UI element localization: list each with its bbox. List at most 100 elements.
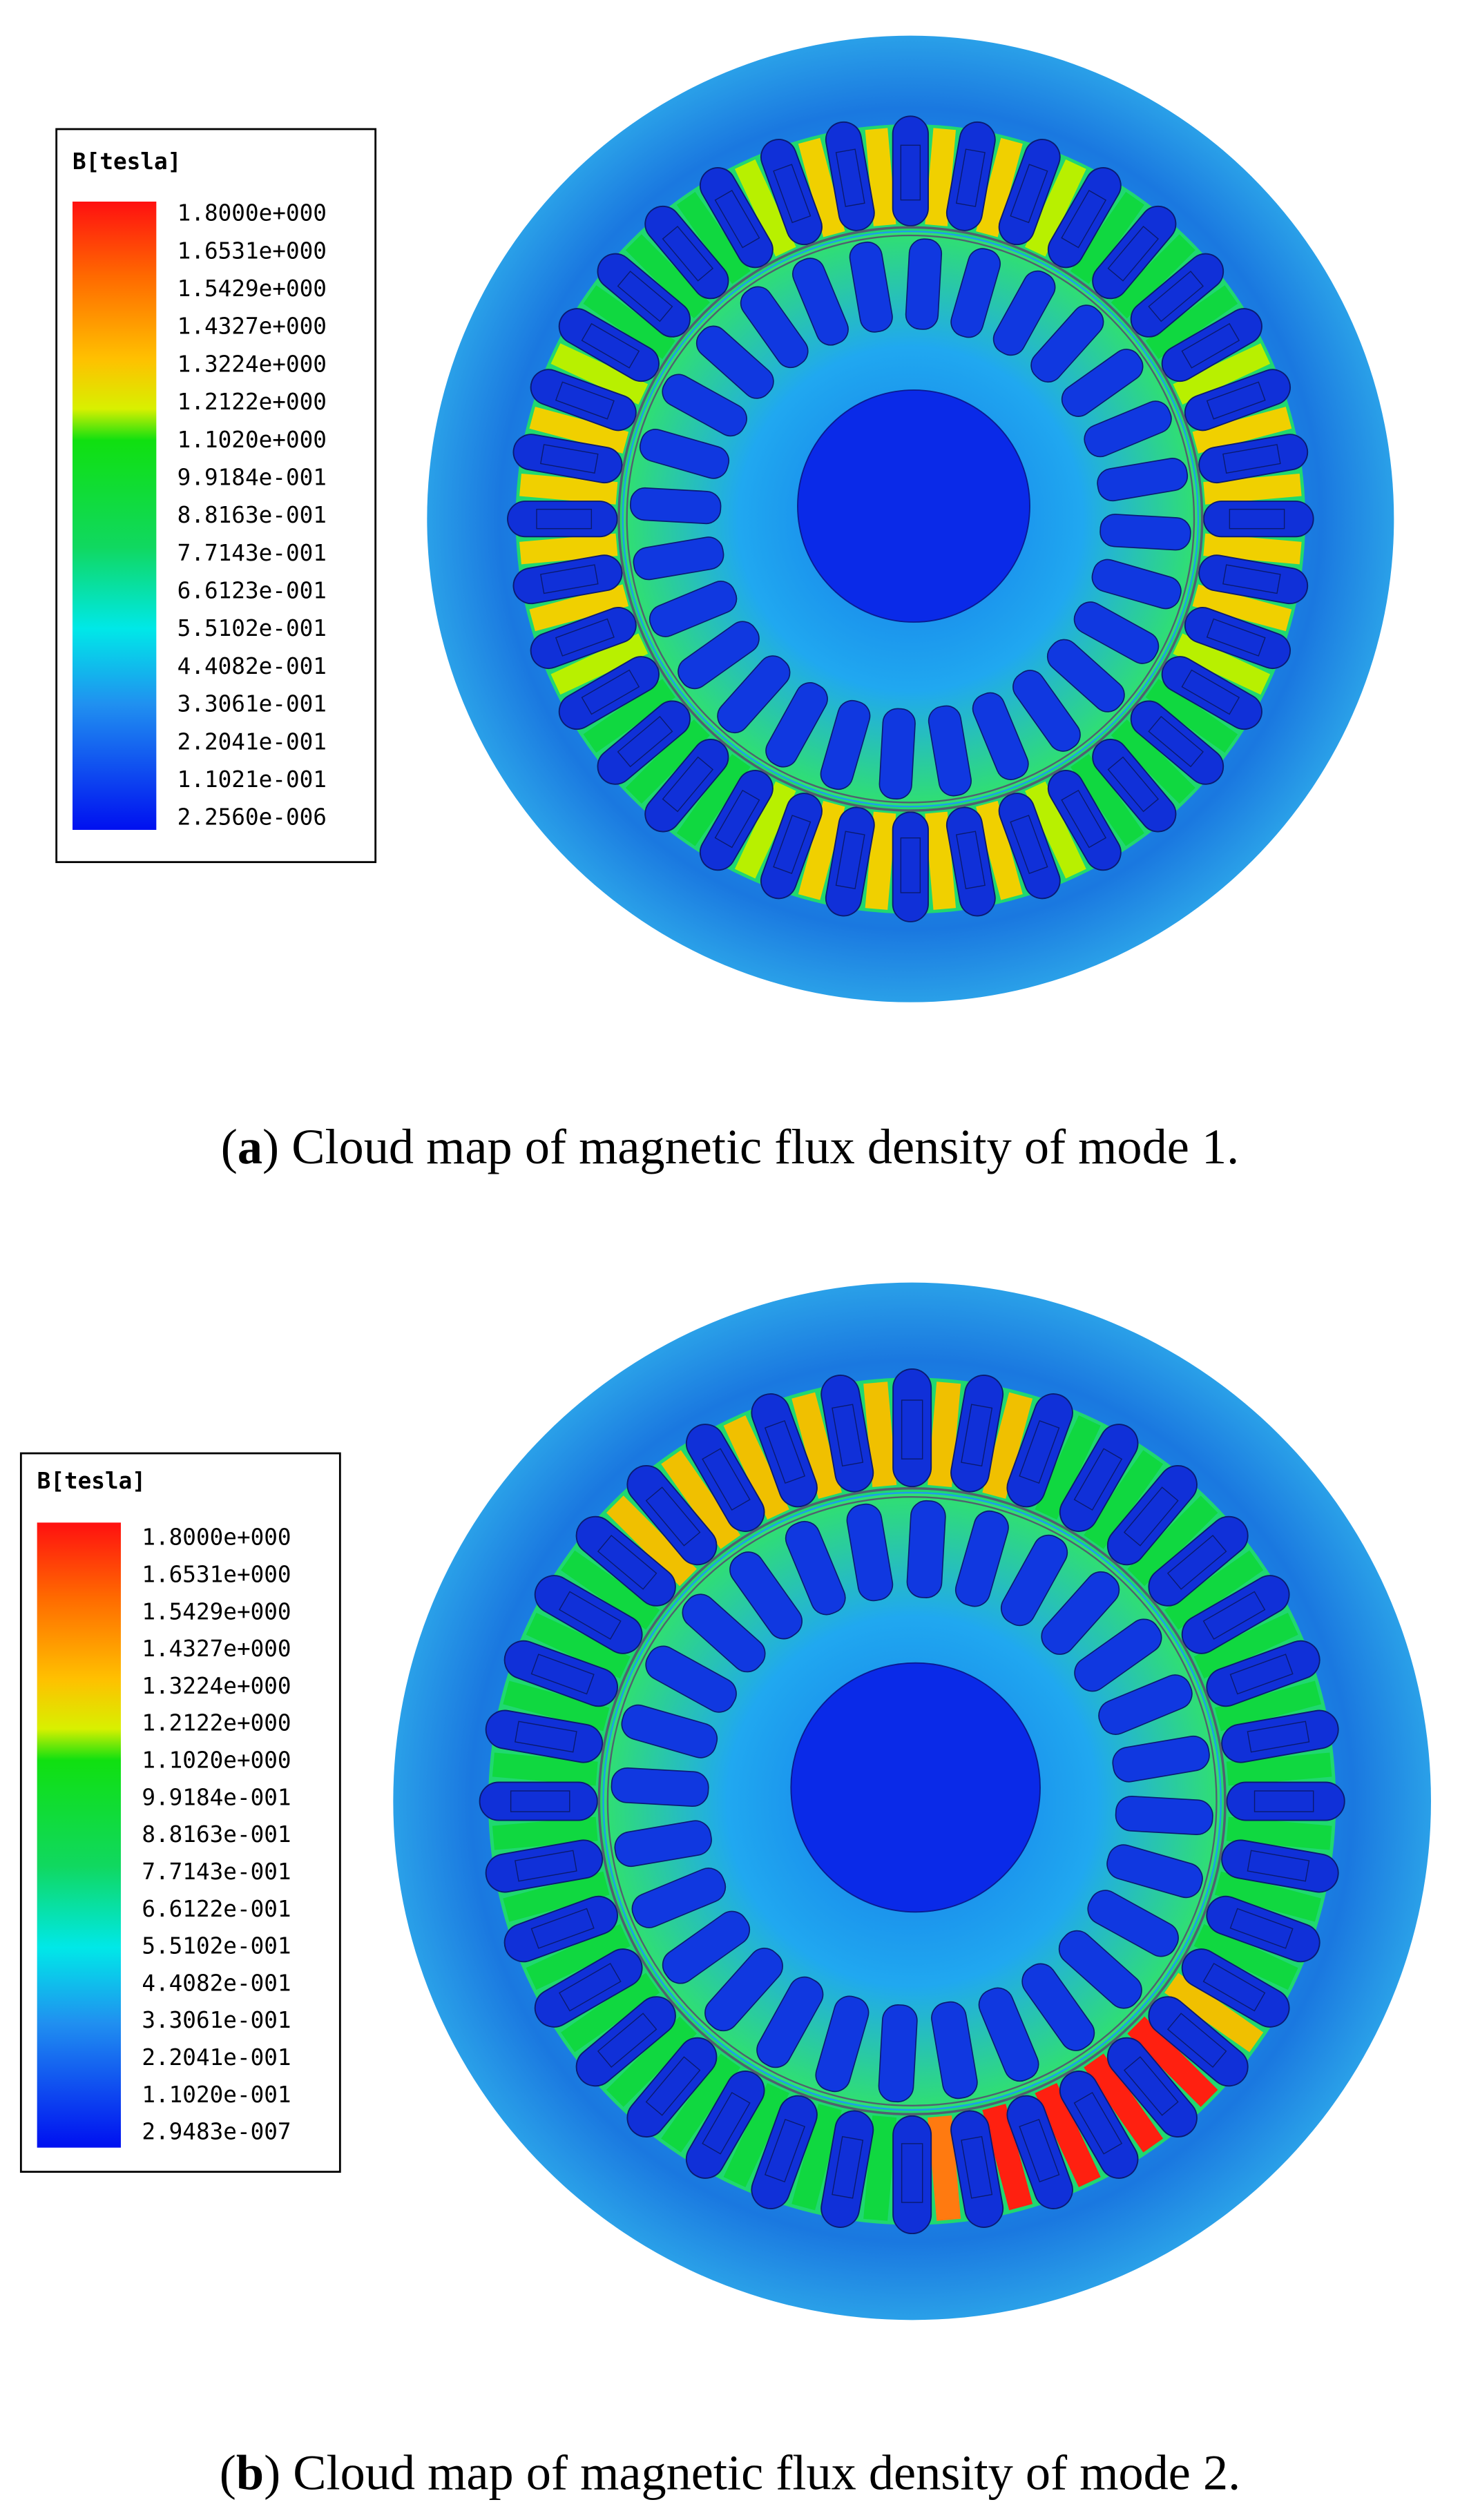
rotor-slot: [756, 1976, 824, 2068]
rotor-slot: [662, 1910, 751, 1984]
legend-label: 6.6122e-001: [142, 1896, 291, 1922]
legend-label: 9.9184e-001: [177, 464, 327, 490]
winding: [662, 225, 714, 282]
winding: [581, 669, 640, 715]
legend-label: 8.8163e-001: [142, 1821, 291, 1848]
caption: (a) Cloud map of magnetic flux density o…: [221, 1119, 1239, 1174]
stator-tooth: [1070, 754, 1144, 846]
winding: [530, 1654, 595, 1695]
rotor-slot: [631, 1868, 727, 1928]
winding: [714, 189, 760, 249]
rotor-slot: [717, 655, 791, 734]
stator-tooth: [798, 137, 845, 238]
color-scale: [73, 202, 157, 830]
stator-slot: [626, 1464, 718, 1566]
stator-tooth: [606, 1495, 697, 1587]
legend-label: 1.4327e+000: [142, 1636, 291, 1662]
rotor-slot: [815, 1995, 870, 2093]
color-scale: [37, 1522, 121, 2148]
stator-tooth: [526, 1612, 631, 1679]
stator-tooth: [661, 1450, 741, 1549]
winding: [559, 1962, 622, 2012]
stator-tooth: [1035, 1415, 1101, 1520]
stator-slot: [751, 1393, 818, 1508]
rotor-slot: [1030, 304, 1104, 383]
winding: [1206, 618, 1266, 657]
winding: [581, 322, 640, 369]
winding: [559, 1591, 622, 1640]
stator-slot: [998, 793, 1061, 900]
legend-title: B[tesla]: [37, 1468, 146, 1494]
stator-tooth: [976, 137, 1023, 238]
legend-label: 1.6531e+000: [142, 1561, 291, 1587]
legend-title: B[tesla]: [73, 148, 181, 175]
stator-tooth: [583, 285, 675, 360]
stator-slot: [507, 501, 618, 538]
winding: [1222, 444, 1281, 474]
winding: [1010, 164, 1048, 224]
stator-slot: [1181, 1575, 1290, 1654]
rotor-slot: [906, 1500, 946, 1598]
winding: [773, 815, 811, 875]
legend-label: 1.3224e+000: [177, 351, 327, 377]
stator-slot: [1106, 1464, 1198, 1566]
winding: [955, 148, 986, 207]
winding: [1148, 715, 1204, 768]
rotor-slot: [1098, 1674, 1193, 1735]
winding: [1206, 381, 1266, 420]
legend-label: 6.6123e-001: [177, 578, 327, 604]
rotor-slot: [1021, 1963, 1095, 2051]
stator-slot: [1130, 700, 1224, 785]
winding: [1247, 1721, 1310, 1753]
winding: [1222, 564, 1281, 594]
stator-slot: [760, 139, 823, 246]
winding: [901, 1399, 923, 1460]
rotor-slot: [820, 699, 871, 791]
rotor-slot: [1061, 349, 1144, 417]
shaft: [790, 1662, 1041, 1913]
stator-slot: [685, 1424, 765, 1532]
winding: [900, 837, 921, 893]
rotor-slot: [950, 248, 1001, 338]
caption-label: a: [238, 1119, 262, 1174]
stator-tooth: [1173, 633, 1271, 695]
winding: [832, 2135, 864, 2199]
caption-text: ) Cloud map of magnetic flux density of …: [264, 2445, 1240, 2500]
panel-a: B[tesla] (a) Cloud map of magnetic flux …: [55, 35, 1394, 1174]
legend-label: 1.6531e+000: [177, 238, 327, 264]
stator-tooth: [1193, 1923, 1298, 1990]
legend-label: 1.1020e-001: [142, 2082, 291, 2108]
rotor-slot: [1097, 458, 1189, 502]
stator-slot: [1206, 1895, 1320, 1963]
rotor-slot: [645, 1645, 737, 1713]
stator-tooth: [798, 800, 845, 900]
legend-label: 5.5102e-001: [142, 1933, 291, 1959]
winding: [1019, 1419, 1060, 1484]
winding: [1181, 669, 1240, 715]
legend-label: 1.8000e+000: [142, 1524, 291, 1551]
winding: [617, 270, 673, 322]
winding: [645, 2056, 701, 2116]
winding: [961, 1404, 993, 1467]
stator-slot: [503, 1895, 618, 1963]
rotor-slot: [978, 1987, 1039, 2082]
caption-open: (: [220, 2445, 236, 2500]
stator-tooth: [503, 1680, 610, 1732]
winding: [764, 1419, 806, 1484]
rotor-slot: [1087, 1890, 1179, 1957]
winding: [539, 564, 599, 594]
winding: [900, 144, 921, 201]
rotor-slot: [1058, 1930, 1142, 2009]
winding: [961, 2135, 993, 2199]
stator-slot: [558, 656, 660, 730]
stator-slot: [892, 2115, 932, 2235]
stator-slot: [892, 1368, 932, 1488]
stator-tooth: [606, 2016, 697, 2107]
stator-tooth: [1145, 679, 1238, 753]
rotor-slot: [765, 682, 828, 768]
stator-slot: [597, 700, 691, 785]
legend-label: 3.3061e-001: [142, 2007, 291, 2033]
stator-tooth: [625, 719, 710, 804]
stator-tooth: [561, 1973, 660, 2053]
stator-tooth: [561, 1550, 660, 1630]
